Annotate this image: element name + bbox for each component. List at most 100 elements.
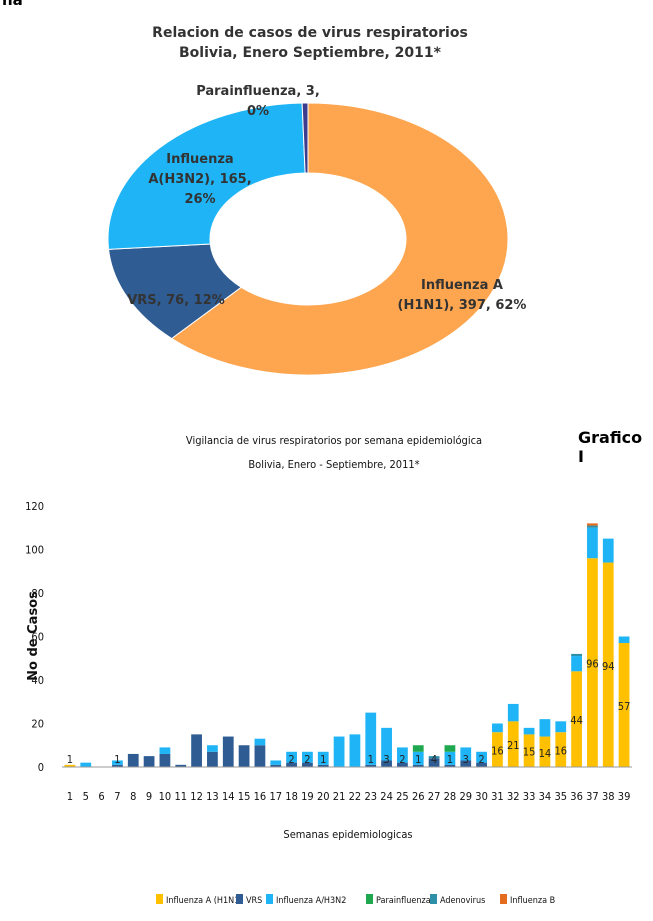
donut-chart: Influenza A (H1N1), 397, 62% VRS, 76, 12% I… [107, 84, 526, 376]
x-tick-label: 22 [349, 790, 362, 803]
legend-swatch [236, 894, 243, 904]
data-label: 44 [570, 714, 583, 727]
bar-segment [555, 732, 567, 767]
x-tick-label: 27 [428, 790, 441, 803]
data-label: 57 [618, 700, 631, 713]
bar-segment [270, 760, 282, 765]
header-fragment: na [2, 0, 23, 9]
bar-segment [428, 756, 440, 759]
bar-segment [112, 764, 123, 767]
bar-segment [317, 764, 329, 767]
x-tick-label: 13 [206, 790, 219, 803]
x-tick-label: 30 [475, 790, 488, 803]
pie-subtitle: Bolivia, Enero Septiembre, 2011* [179, 45, 441, 61]
bar-segment [381, 727, 392, 761]
legend-swatch [156, 894, 163, 904]
bar-segment [127, 753, 139, 767]
x-tick-label: 18 [285, 790, 298, 803]
legend-swatch [430, 894, 437, 904]
bar-chart-title: Vigilancia de virus respiratorios por se… [185, 434, 483, 447]
data-label: 1 [415, 753, 421, 766]
bar-segment [254, 745, 266, 767]
legend-swatch [366, 894, 373, 904]
donut-slice-label: Parainfluenza, 3, [196, 84, 320, 99]
bar-segment [159, 747, 171, 754]
bar-segment [80, 762, 92, 767]
pie-title: Relacion de casos de virus respiratorios [152, 25, 468, 41]
bar-segment [302, 762, 313, 767]
donut-slice-label: 0% [247, 104, 269, 119]
data-label: 1 [368, 753, 374, 766]
x-tick-label: 14 [222, 790, 235, 803]
data-label: 96 [586, 658, 599, 671]
bar-segment [444, 745, 456, 752]
data-label: 4 [431, 753, 437, 766]
bar-segment [587, 527, 598, 559]
x-tick-label: 21 [333, 790, 346, 803]
bar-segment [492, 732, 503, 767]
x-tick-label: 36 [570, 790, 583, 803]
data-label: 2 [478, 753, 484, 766]
bar-segment [476, 751, 487, 763]
bar-segment [412, 764, 424, 767]
bar-segment [397, 747, 408, 763]
x-tick-label: 10 [159, 790, 172, 803]
bar-segment [618, 643, 630, 767]
bar-segment [571, 653, 582, 657]
bar-segment [460, 747, 472, 761]
data-label: 16 [491, 745, 504, 758]
donut-slice [170, 102, 509, 376]
legend-swatch [266, 894, 273, 904]
x-tick-label: 8 [130, 790, 136, 803]
bar-segment [507, 703, 519, 722]
x-tick-label: 5 [83, 790, 89, 803]
donut-slice-label: Influenza [166, 152, 233, 167]
y-tick-label: 60 [31, 631, 44, 644]
bar-segment [286, 751, 297, 763]
bar-segment [571, 656, 582, 672]
bar-segment [143, 756, 155, 767]
bar-segment [571, 671, 582, 767]
bar-segment [191, 734, 202, 767]
data-label: 2 [399, 753, 405, 766]
x-tick-label: 20 [317, 790, 330, 803]
data-label: 21 [507, 739, 520, 752]
bar-segment [523, 727, 535, 735]
bar-segment [539, 736, 551, 767]
bar-segment [602, 538, 614, 563]
x-tick-label: 1 [67, 790, 73, 803]
donut-slice-label: Influenza A [421, 278, 503, 293]
x-axis-label: Semanas epidemiologicas [283, 828, 412, 841]
bar-segment [207, 751, 218, 767]
y-tick-label: 120 [25, 500, 44, 513]
bar-segment [381, 760, 392, 767]
donut-slice-label: 26% [184, 192, 215, 207]
bar-segment [175, 764, 187, 767]
bar-segment [460, 760, 472, 767]
x-tick-label: 6 [98, 790, 104, 803]
bar-segment [238, 745, 250, 767]
data-label: 2 [304, 753, 310, 766]
x-tick-label: 17 [269, 790, 282, 803]
bar-segment [523, 734, 535, 767]
bar-segment [286, 762, 297, 767]
bar-segment [365, 764, 377, 767]
x-tick-label: 39 [618, 790, 631, 803]
bar-segment [64, 764, 76, 767]
data-label: 15 [523, 746, 536, 759]
bar-segment [539, 719, 551, 737]
y-axis-label: No de Casos [26, 591, 41, 681]
legend-label: VRS [246, 896, 262, 906]
x-tick-label: 29 [459, 790, 472, 803]
x-tick-label: 12 [190, 790, 203, 803]
bar-segment [587, 525, 598, 528]
data-label: 14 [539, 747, 552, 760]
y-tick-label: 20 [31, 718, 44, 731]
donut-slice [301, 102, 309, 174]
bar-segment [602, 562, 614, 767]
data-label: 3 [463, 753, 469, 766]
data-label: 1 [320, 753, 326, 766]
x-tick-label: 15 [238, 790, 251, 803]
legend-label: Influenza A/H3N2 [276, 896, 346, 906]
bar-segment [349, 734, 361, 767]
